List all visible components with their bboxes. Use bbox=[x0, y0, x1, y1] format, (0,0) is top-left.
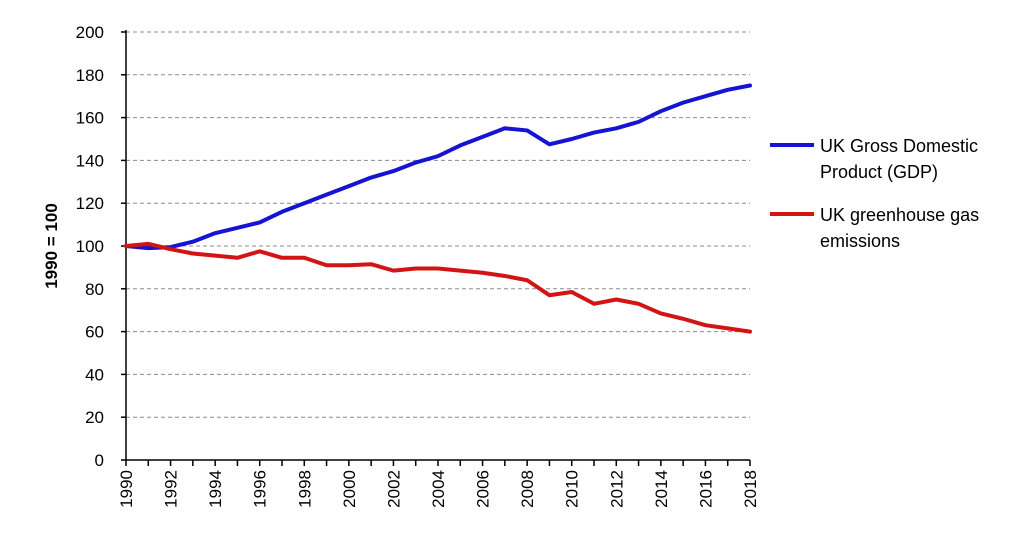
y-axis-label: 1990 = 100 bbox=[42, 203, 61, 289]
x-tick-label: 2012 bbox=[607, 470, 626, 508]
x-tick-label: 2018 bbox=[741, 470, 760, 508]
legend-label-emissions: UK greenhouse gas bbox=[820, 205, 979, 225]
series-line-emissions bbox=[124, 241, 752, 334]
x-tick-label: 2010 bbox=[563, 470, 582, 508]
x-tick-label: 1996 bbox=[251, 470, 270, 508]
y-tick-label: 100 bbox=[76, 237, 104, 256]
x-tick-label: 1994 bbox=[206, 470, 225, 508]
series-line-gdp bbox=[124, 83, 752, 251]
series-lines bbox=[124, 83, 752, 334]
x-tick-label: 2002 bbox=[384, 470, 403, 508]
y-tick-label: 160 bbox=[76, 109, 104, 128]
x-tick-label: 2000 bbox=[340, 470, 359, 508]
y-tick-label: 140 bbox=[76, 151, 104, 170]
x-tick-label: 1992 bbox=[162, 470, 181, 508]
x-tick-label: 2004 bbox=[429, 470, 448, 508]
y-tick-label: 60 bbox=[85, 323, 104, 342]
x-tick-label: 2006 bbox=[474, 470, 493, 508]
x-tick-label: 1998 bbox=[295, 470, 314, 508]
x-tick-label: 2016 bbox=[696, 470, 715, 508]
x-tick-label: 2008 bbox=[518, 470, 537, 508]
legend-label-gdp: UK Gross Domestic bbox=[820, 136, 978, 156]
y-tick-label: 200 bbox=[76, 23, 104, 42]
x-tick-label: 1990 bbox=[117, 470, 136, 508]
y-tick-label: 120 bbox=[76, 194, 104, 213]
y-tick-label: 0 bbox=[95, 451, 104, 470]
y-tick-label: 40 bbox=[85, 365, 104, 384]
y-tick-label: 20 bbox=[85, 408, 104, 427]
y-tick-label: 180 bbox=[76, 66, 104, 85]
legend-label-gdp: Product (GDP) bbox=[820, 162, 938, 182]
gridlines bbox=[126, 31, 750, 418]
legend-label-emissions: emissions bbox=[820, 231, 900, 251]
x-tick-label: 2014 bbox=[652, 470, 671, 508]
y-tick-label: 80 bbox=[85, 280, 104, 299]
tick-labels: 0 20 40 60 80 100 120 140 160 180 200 1990 1992 1994 1… bbox=[42, 23, 760, 508]
legend: UK Gross Domestic Product (GDP) UK greenho… bbox=[770, 136, 979, 251]
axes bbox=[121, 30, 751, 466]
